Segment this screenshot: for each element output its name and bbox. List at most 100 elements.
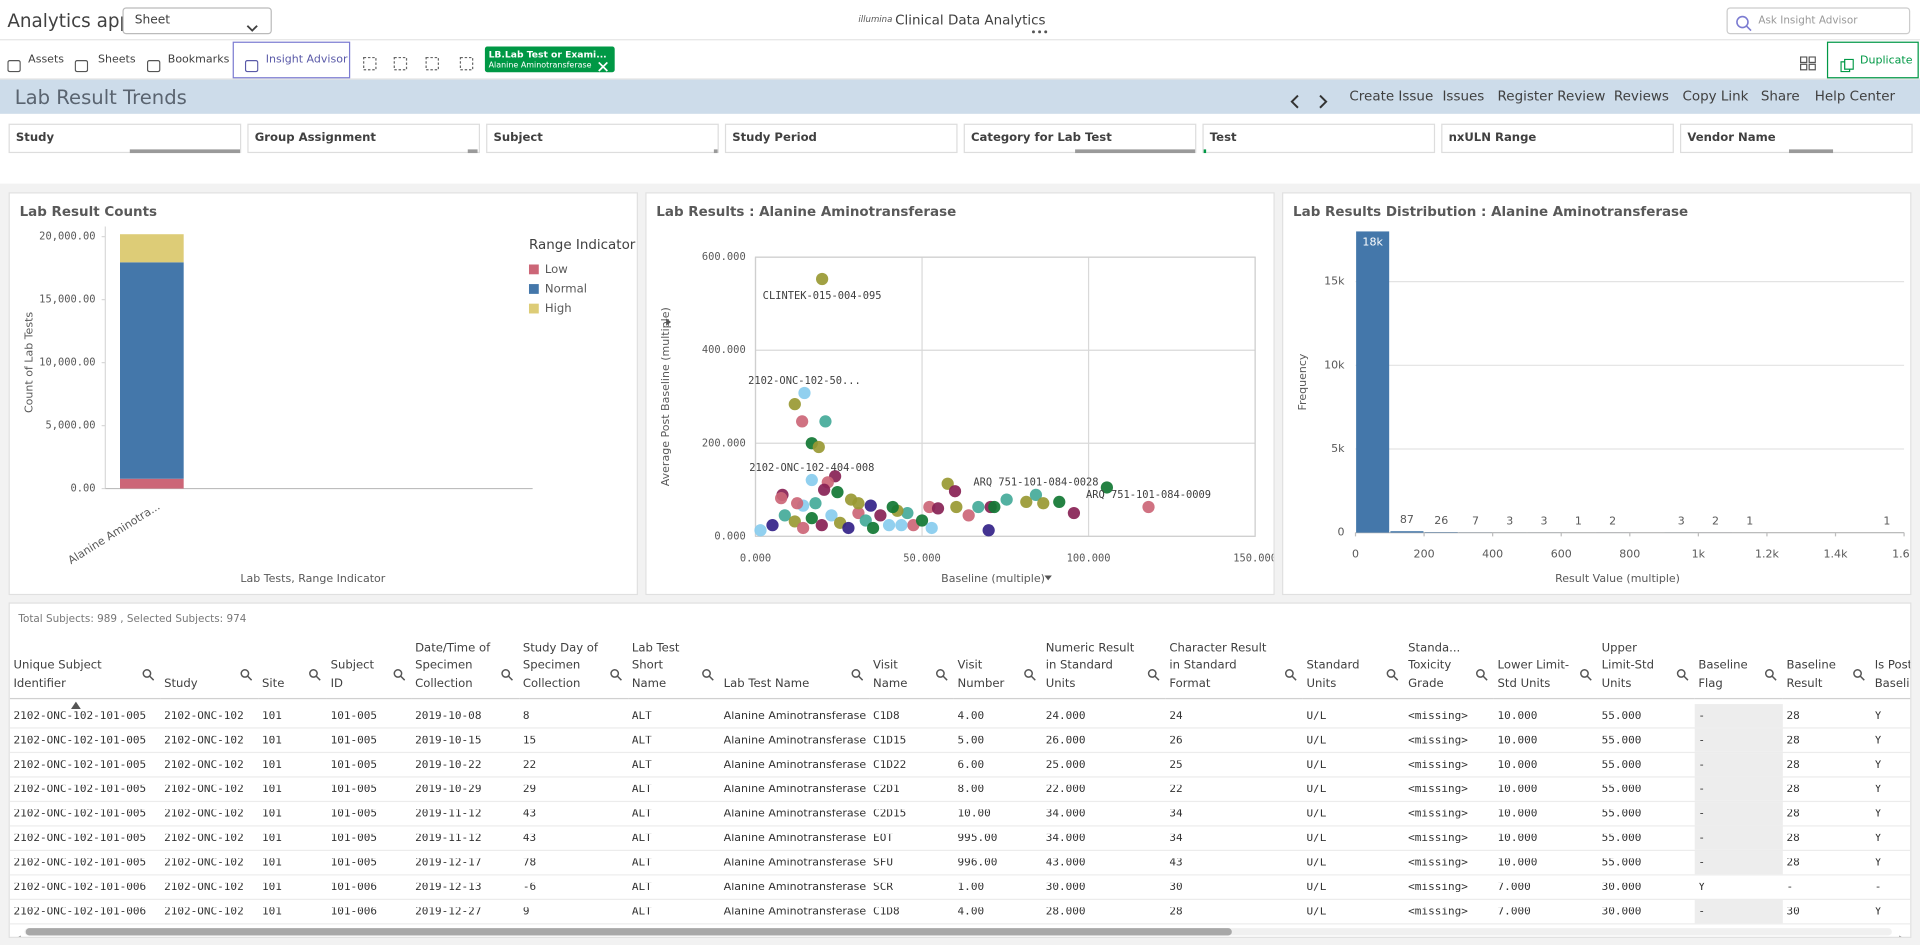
lens (702, 669, 711, 678)
sheet-action[interactable]: Register Review (1497, 88, 1606, 105)
lens (1147, 669, 1157, 678)
clear-selection-glyph (598, 61, 608, 72)
handle (507, 675, 513, 681)
sheet-action[interactable]: Help Center (1814, 88, 1896, 105)
column-header[interactable]: Visit Number (953, 638, 1043, 700)
filter-pane[interactable]: Study Period (724, 123, 958, 154)
toolbar-icon (7, 54, 21, 73)
column-search-glyph (1580, 669, 1592, 681)
table-cell: U/L (1306, 784, 1327, 796)
cell (1800, 63, 1808, 71)
column-header[interactable]: Is Post Baseline (1871, 638, 1911, 700)
search-icon-glyph (1736, 15, 1752, 32)
selection-chip[interactable]: LB.Lab Test or Exami... Alanine Aminotran… (484, 46, 615, 73)
column-header[interactable]: Baseline Result (1782, 638, 1872, 700)
table-cell: 101-005 (330, 809, 378, 821)
filter-pane[interactable]: Category for Lab Test (963, 123, 1197, 154)
point (948, 485, 962, 498)
lens (1764, 669, 1774, 678)
table-cell: <missing> (1408, 833, 1468, 845)
column-header[interactable]: Visit Name (869, 638, 954, 700)
sheet-select[interactable]: Sheet (122, 7, 272, 35)
point (1000, 493, 1013, 506)
toolbar-button[interactable]: Insight Advisor (265, 53, 348, 67)
x-tick-label: 600 (1551, 548, 1572, 561)
table-cell: 101 (262, 784, 282, 796)
column-search-glyph (309, 669, 321, 681)
sheet-action[interactable]: Share (1760, 88, 1800, 105)
table-cell: 2019-10-08 (415, 711, 482, 723)
column-header[interactable]: Standard Units (1302, 638, 1405, 700)
table-cell: 2102-ONC-102-101-005 (13, 858, 147, 870)
filter-pane[interactable]: Study (8, 123, 242, 154)
column-header[interactable]: Standa... Toxicity Grade (1404, 638, 1494, 700)
column-header[interactable]: Subject ID (326, 638, 412, 700)
column-header[interactable]: Study (160, 638, 259, 700)
sort-caret (1044, 575, 1052, 581)
table-cell: <missing> (1408, 858, 1468, 870)
column-header[interactable]: Numeric Result in Standard Units (1042, 638, 1166, 700)
cell-shade (1694, 900, 1783, 924)
column-title: Unique Subject Identifier (13, 658, 102, 690)
lens (1853, 669, 1862, 678)
sheet-action[interactable]: Reviews (1613, 88, 1669, 105)
column-header[interactable]: Site (258, 638, 327, 700)
scroll-thumb[interactable] (25, 928, 1232, 936)
cell-shade (1694, 826, 1783, 850)
column-header[interactable]: Lab Test Short Name (628, 638, 720, 700)
sheet-action[interactable]: Create Issue (1349, 88, 1434, 105)
table-row (9, 778, 1911, 803)
table-cell: 2102-ONC-102 (164, 711, 244, 723)
table-cell: 5.00 (957, 735, 985, 747)
search-box[interactable]: Ask Insight Advisor (1726, 7, 1911, 35)
tool-rect (393, 56, 408, 71)
filter-state (129, 149, 240, 154)
point (962, 509, 975, 522)
filter-pane[interactable]: Test (1202, 123, 1436, 154)
filter-pane[interactable]: nxULN Range (1441, 123, 1674, 154)
selection-tool-glyph (459, 56, 474, 71)
column-search (935, 662, 948, 681)
column-header[interactable]: Study Day of Specimen Collection (519, 638, 629, 700)
value-label: 26 (1434, 514, 1448, 527)
column-header[interactable]: Unique Subject Identifier (9, 638, 161, 700)
toolbar-button[interactable]: Sheets (97, 53, 136, 67)
y-axis-title: Average Post Baseline (multiple) (659, 307, 672, 486)
table-cell: 2102-ONC-102 (164, 907, 244, 919)
table-cell: 28 (1786, 760, 1800, 772)
column-header[interactable]: Date/Time of Specimen Collection (411, 638, 520, 700)
toolbar-button[interactable]: Bookmarks (167, 53, 230, 67)
y-tick-label: 200.000 (702, 437, 746, 449)
table-cell: ALT (631, 882, 652, 894)
column-header[interactable]: Upper Limit-Std Units (1597, 638, 1695, 700)
point (864, 499, 877, 512)
y-tick-label: 0 (1337, 526, 1344, 539)
tool-rect (425, 56, 439, 71)
column-header[interactable]: Lab Test Name (720, 638, 870, 700)
duplicate-button[interactable]: Duplicate (1826, 41, 1919, 79)
column-header[interactable]: Baseline Flag (1694, 638, 1783, 700)
table-cell: - (1698, 907, 1706, 919)
filter-pane[interactable]: Vendor Name (1680, 123, 1913, 154)
column-header[interactable]: Lower Limit-Std Units (1493, 638, 1598, 700)
column-search (1853, 662, 1865, 681)
bar-segment (120, 478, 184, 489)
sheet-action[interactable]: Copy Link (1682, 88, 1749, 105)
toolbar-button[interactable]: Assets (28, 53, 65, 67)
sheet-action[interactable]: Issues (1442, 88, 1485, 105)
column-search (309, 662, 321, 681)
table-cell: 7.000 (1497, 907, 1531, 919)
x-tick-label: 1.6k (1892, 548, 1910, 561)
x-tick-label: 0.000 (740, 552, 771, 564)
chart-panel: Lab Results Distribution : Alanine Amino… (1282, 192, 1917, 596)
x-tick-label: Alanine Aminotra... (66, 500, 163, 567)
point-label: ARQ 751-101-084-0009 (1086, 489, 1211, 501)
nav-arrow-glyph (1290, 94, 1299, 109)
icon-rect (244, 60, 259, 73)
table-cell: C2D15 (873, 809, 907, 821)
filter-pane[interactable]: Group Assignment (247, 123, 480, 154)
column-header[interactable]: Character Result in Standard Format (1165, 638, 1303, 700)
filter-pane[interactable]: Subject (486, 123, 719, 154)
y-tick-label: 400.000 (702, 344, 746, 356)
table-cell: - (1698, 858, 1706, 870)
